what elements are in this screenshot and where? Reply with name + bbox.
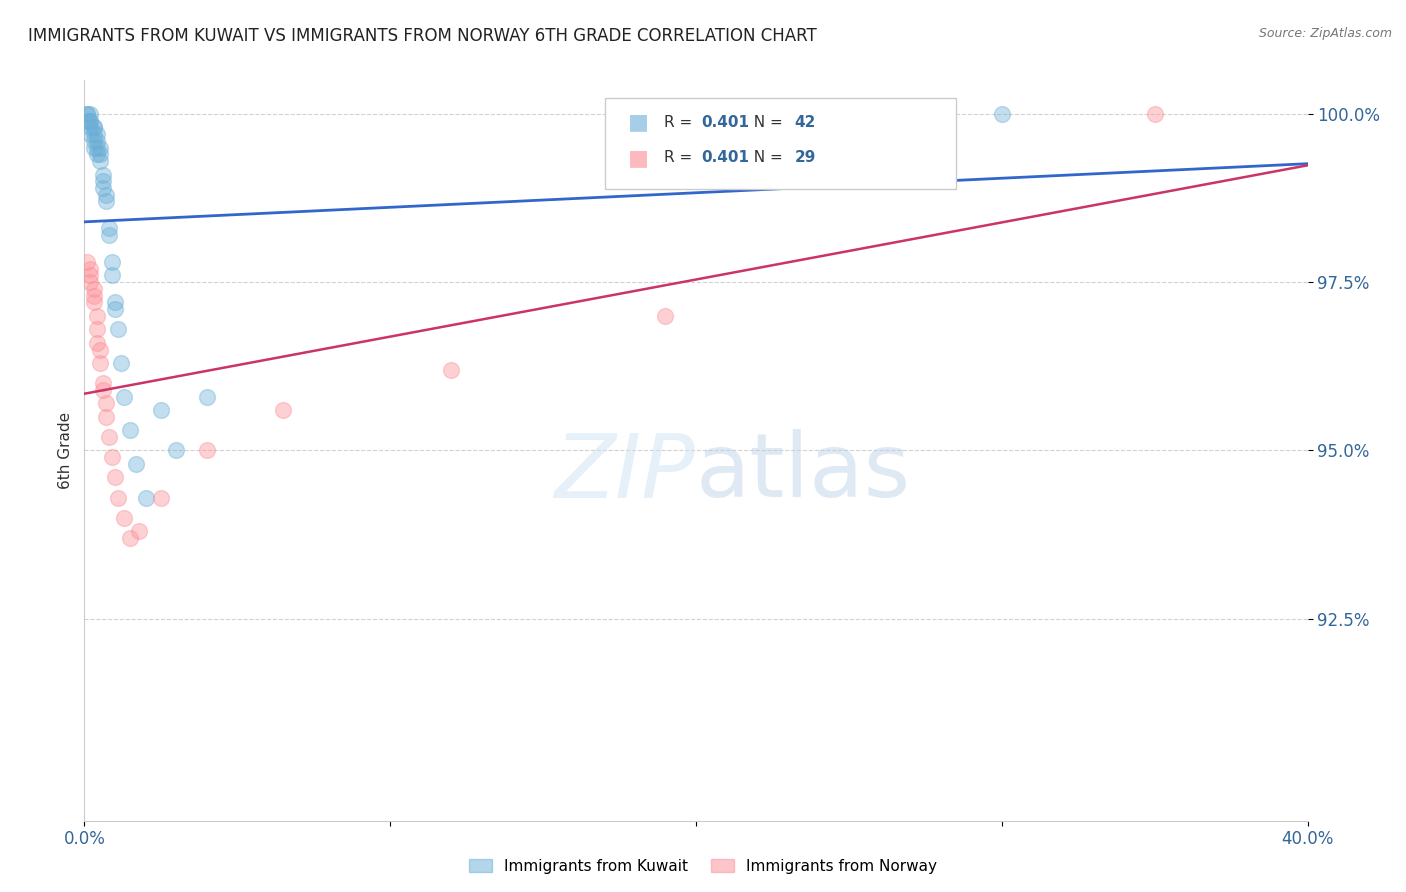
Point [89,140,111,154]
Point [94,187,117,202]
Text: ZIP: ZIP [555,430,696,516]
Point [101,255,124,269]
Point [83,140,105,154]
Point [135,491,157,505]
Point [83,288,105,302]
Text: N =: N = [744,115,787,129]
Point [97,221,120,235]
Point [79,113,101,128]
Point [83,120,105,135]
Point [195,443,218,458]
Point [79,120,101,135]
Text: ■: ■ [628,148,650,168]
Point [991,107,1014,121]
Point [83,127,105,141]
Text: 42: 42 [794,115,815,129]
Text: 0.401: 0.401 [702,151,749,165]
Point [76,113,98,128]
Point [101,268,124,283]
Point [110,356,132,370]
Point [624,107,647,121]
Point [89,356,111,370]
Point [104,302,127,317]
Point [104,295,127,310]
Point [94,396,117,410]
Point [104,470,127,484]
Point [120,423,142,437]
Point [271,403,294,417]
Point [79,127,101,141]
Point [76,107,98,121]
Point [128,524,150,539]
Point [89,343,111,357]
Text: atlas: atlas [696,429,911,516]
Point [79,275,101,289]
Text: R =: R = [664,151,697,165]
Point [91,383,114,397]
Point [86,309,108,323]
Text: IMMIGRANTS FROM KUWAIT VS IMMIGRANTS FROM NORWAY 6TH GRADE CORRELATION CHART: IMMIGRANTS FROM KUWAIT VS IMMIGRANTS FRO… [28,27,817,45]
Text: N =: N = [744,151,787,165]
Point [97,228,120,243]
Point [101,450,124,465]
Point [112,390,135,404]
Point [86,134,108,148]
Point [86,147,108,161]
Point [86,140,108,154]
Text: ■: ■ [628,112,650,132]
Point [97,430,120,444]
Point [654,309,676,323]
Point [86,127,108,141]
Point [91,376,114,391]
Point [91,174,114,188]
Point [120,531,142,545]
Point [79,261,101,276]
Point [89,147,111,161]
Point [440,362,463,376]
Text: 0.401: 0.401 [702,115,749,129]
Point [94,409,117,424]
Point [149,403,172,417]
Point [83,134,105,148]
Point [86,322,108,336]
Point [89,154,111,169]
Point [83,295,105,310]
Point [79,113,101,128]
Point [112,510,135,524]
Point [79,107,101,121]
Point [125,457,148,471]
Text: 29: 29 [794,151,815,165]
Point [1143,107,1166,121]
Point [91,181,114,195]
Point [94,194,117,209]
Point [86,335,108,350]
Point [76,107,98,121]
Point [91,168,114,182]
Text: Source: ZipAtlas.com: Source: ZipAtlas.com [1258,27,1392,40]
Y-axis label: 6th Grade: 6th Grade [58,412,73,489]
Point [83,282,105,296]
Point [79,268,101,283]
Point [107,322,129,336]
Point [76,255,98,269]
Legend: Immigrants from Kuwait, Immigrants from Norway: Immigrants from Kuwait, Immigrants from … [463,853,943,880]
Text: R =: R = [664,115,697,129]
Point [195,390,218,404]
Point [149,491,172,505]
Point [107,491,129,505]
Point [165,443,187,458]
Point [83,120,105,135]
